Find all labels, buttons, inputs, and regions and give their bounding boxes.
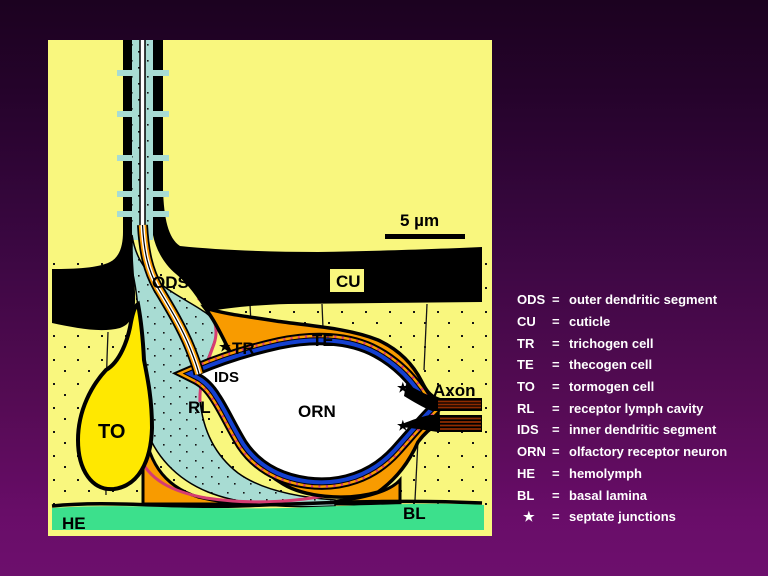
legend-desc: trichogen cell — [569, 335, 654, 351]
legend-row-te: TE = thecogen cell — [517, 354, 727, 376]
legend-desc: cuticle — [569, 314, 611, 330]
legend-desc: outer dendritic segment — [569, 292, 718, 308]
label-ods: ODS — [152, 273, 189, 292]
sensillum-diagram-svg: 5 µm ODS CU TR TE TO RL IDS ORN Axon BL … — [48, 40, 492, 536]
legend-abbr: ODS — [517, 292, 546, 308]
legend-equals: = — [552, 292, 560, 308]
legend-row-orn: ORN = olfactory receptor neuron — [517, 441, 727, 463]
scale-bar-label: 5 µm — [400, 211, 439, 230]
legend-equals: = — [552, 465, 560, 481]
legend-desc: basal lamina — [569, 487, 648, 503]
legend-abbr: TR — [517, 335, 535, 351]
legend-desc: inner dendritic segment — [569, 422, 717, 438]
label-rl: RL — [188, 398, 211, 417]
legend-abbr: CU — [517, 314, 536, 330]
label-to: TO — [98, 421, 125, 443]
legend-desc: hemolymph — [569, 465, 642, 481]
cuticle-band — [153, 40, 482, 312]
legend-equals: = — [552, 422, 560, 438]
dendrite — [137, 40, 205, 376]
legend-equals: = — [552, 444, 560, 460]
label-ids: IDS — [214, 369, 239, 386]
legend-equals: = — [552, 400, 560, 416]
label-he: HE — [62, 514, 86, 533]
label-cu: CU — [336, 272, 361, 291]
label-axon: Axon — [433, 381, 476, 400]
legend-row-ods: ODS = outer dendritic segment — [517, 289, 727, 311]
legend-row-cu: CU = cuticle — [517, 311, 727, 333]
septate-junction-star-icon: ★ — [219, 339, 231, 354]
septate-junction-star-icon: ★ — [397, 418, 409, 433]
olfactory-receptor-neuron — [171, 332, 444, 490]
legend-row-to: TO = tormogen cell — [517, 376, 727, 398]
basal-lamina-line — [51, 499, 483, 509]
legend-abbr: IDS — [517, 422, 539, 438]
legend-row-rl: RL = receptor lymph cavity — [517, 397, 727, 419]
legend-row-bl: BL = basal lamina — [517, 484, 727, 506]
cu-label-box — [330, 269, 364, 292]
legend-desc: olfactory receptor neuron — [569, 444, 728, 460]
label-te: TE — [312, 331, 334, 350]
label-orn: ORN — [298, 402, 336, 421]
legend-abbr: TE — [517, 357, 534, 373]
cuticle-left-block — [52, 40, 136, 331]
legend-equals: = — [552, 314, 560, 330]
legend-equals: = — [552, 335, 560, 351]
legend-row-septate-junctions: ★ = septate junctions — [517, 506, 727, 528]
legend-equals: = — [552, 357, 560, 373]
legend-abbr: TO — [517, 379, 535, 395]
axon-stripes — [438, 400, 481, 430]
legend-equals: = — [552, 379, 560, 395]
sensillum-diagram: 5 µm ODS CU TR TE TO RL IDS ORN Axon BL … — [48, 40, 492, 536]
label-bl: BL — [403, 504, 426, 523]
legend-abbr: BL — [517, 487, 535, 503]
legend-row-tr: TR = trichogen cell — [517, 332, 727, 354]
legend: ODS = outer dendritic segment CU = cutic… — [517, 289, 727, 528]
legend-row-he: HE = hemolymph — [517, 463, 727, 485]
legend-abbr: RL — [517, 400, 535, 416]
legend-abbr: HE — [517, 465, 536, 481]
tormogen-cell — [75, 300, 155, 492]
septate-junction-star-icon: ★ — [397, 380, 409, 395]
legend-desc: receptor lymph cavity — [569, 400, 704, 416]
legend-row-ids: IDS = inner dendritic segment — [517, 419, 727, 441]
hemolymph-band — [52, 503, 484, 530]
hair-pore-channels — [117, 70, 169, 217]
axon — [400, 384, 482, 432]
star-icon: ★ — [523, 508, 535, 524]
orn-soma — [194, 342, 431, 481]
legend-desc: septate junctions — [569, 509, 676, 525]
legend-abbr: ORN — [517, 444, 546, 460]
legend-desc: thecogen cell — [569, 357, 653, 373]
label-tr: TR — [232, 339, 255, 358]
legend-equals: = — [552, 509, 560, 525]
legend-equals: = — [552, 487, 560, 503]
legend-desc: tormogen cell — [569, 379, 655, 395]
scale-bar: 5 µm — [385, 211, 465, 239]
